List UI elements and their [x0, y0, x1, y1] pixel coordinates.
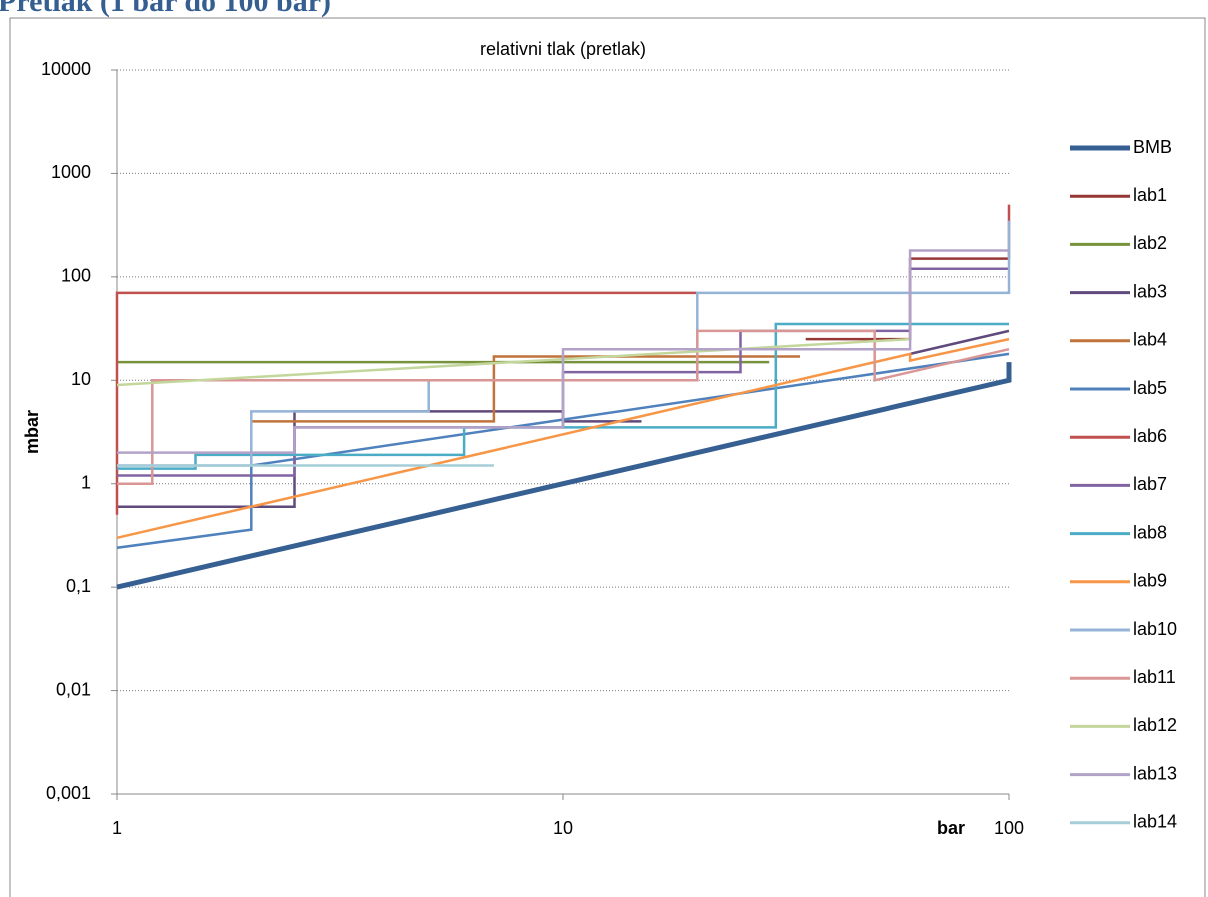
legend-label: lab4 [1133, 330, 1167, 350]
x-tick-label: 100 [994, 818, 1024, 838]
series-line [116, 352, 1010, 550]
y-axis-label: mbar [22, 410, 42, 454]
series-line [116, 337, 911, 387]
y-tick-label: 10000 [41, 59, 91, 79]
y-tick-label: 0,001 [46, 783, 91, 803]
legend-label: lab1 [1133, 185, 1167, 205]
legend-label: lab3 [1133, 281, 1167, 301]
y-tick-label: 0,01 [56, 679, 91, 699]
chart-frame [9, 17, 1206, 897]
legend-label: lab7 [1133, 474, 1167, 494]
x-tick-label: 1 [112, 818, 122, 838]
y-tick-label: 1000 [51, 162, 91, 182]
chart-subtitle: relativni tlak (pretlak) [480, 39, 646, 59]
series-line [251, 355, 800, 423]
series-line [805, 257, 1009, 341]
legend-label: lab13 [1133, 763, 1177, 783]
title-backdrop [0, 0, 460, 17]
series-line [117, 249, 1009, 454]
legend-label: lab12 [1133, 715, 1177, 735]
legend-label: lab11 [1133, 667, 1176, 687]
chart-title: Pretlak (1 bar do 100 bar) [0, 0, 331, 18]
x-axis-label: bar [937, 818, 965, 838]
legend-label: lab6 [1133, 426, 1167, 446]
y-tick-label: 100 [61, 266, 91, 286]
legend-label: BMB [1133, 137, 1172, 157]
x-tick-label: 10 [553, 818, 573, 838]
legend-label: lab14 [1133, 812, 1177, 832]
legend-label: lab8 [1133, 522, 1167, 542]
legend-label: lab10 [1133, 619, 1177, 639]
series-line [116, 337, 1010, 540]
legend-label: lab9 [1133, 571, 1167, 591]
y-tick-label: 1 [81, 472, 91, 492]
y-tick-label: 10 [71, 369, 91, 389]
y-tick-label: 0,1 [66, 576, 91, 596]
legend-label: lab2 [1133, 233, 1167, 253]
series-line [116, 362, 1012, 590]
legend-label: lab5 [1133, 378, 1167, 398]
